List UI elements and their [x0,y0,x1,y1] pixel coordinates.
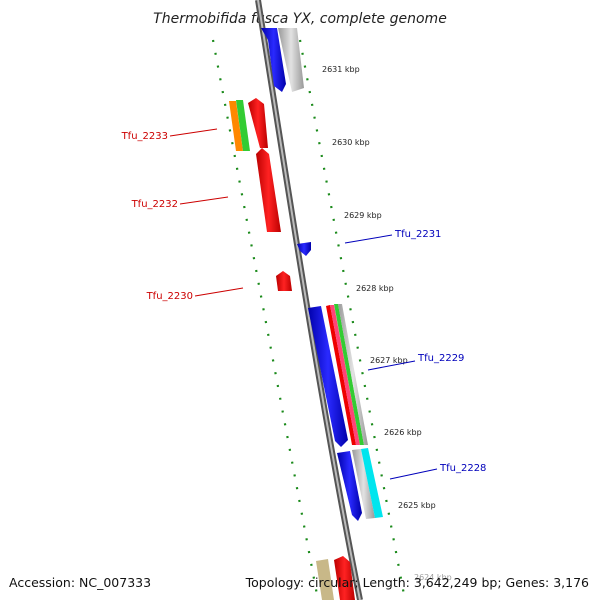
gene-tfu-2231[interactable] [297,242,311,256]
gene-gray[interactable] [278,28,304,92]
ruler-label: 2626 kbp [384,428,422,437]
ruler-label: 2627 kbp [370,356,408,365]
gene-forward[interactable] [261,28,286,92]
gene-gray-strip[interactable] [338,304,368,445]
summary-text: Topology: circular; Length: 3,642,249 bp… [245,575,589,590]
ruler-label: 2624 kbp [414,573,452,582]
gene-gray-2228[interactable] [352,449,375,519]
ruler-label: 2628 kbp [356,284,394,293]
gene-tfu-2228[interactable] [337,451,362,521]
gene-label-tfu-2233[interactable]: Tfu_2233 [121,131,168,142]
ruler-label: 2629 kbp [344,211,382,220]
gene-olive[interactable] [316,559,334,600]
gene-tfu-2233[interactable] [248,98,268,148]
gene-label-tfu-2232[interactable]: Tfu_2232 [131,199,178,210]
gene-red-strip[interactable] [326,305,356,445]
ruler-label: 2625 kbp [398,501,436,510]
gene-label-tfu-2230[interactable]: Tfu_2230 [146,291,193,302]
map-title: Thermobifida fusca YX, complete genome [153,11,447,27]
ruler-label: 2631 kbp [322,65,360,74]
gene-green-strip[interactable] [334,304,364,445]
gene-label-tfu-2231[interactable]: Tfu_2231 [394,229,441,240]
gene-cyan[interactable] [361,448,383,518]
gene-red-bottom[interactable] [334,556,355,600]
gene-label-tfu-2229[interactable]: Tfu_2229 [417,353,464,364]
gene-tfu-2232[interactable] [256,148,281,232]
ruler-label: 2630 kbp [332,138,370,147]
gene-tfu-2229[interactable] [308,306,348,447]
gene-orange[interactable] [229,101,243,151]
accession-text: Accession: NC_007333 [9,575,151,590]
gene-pink-strip[interactable] [330,305,360,445]
gene-label-tfu-2228[interactable]: Tfu_2228 [439,463,486,474]
gene-tfu-2230[interactable] [276,271,292,291]
gene-green[interactable] [236,100,250,151]
